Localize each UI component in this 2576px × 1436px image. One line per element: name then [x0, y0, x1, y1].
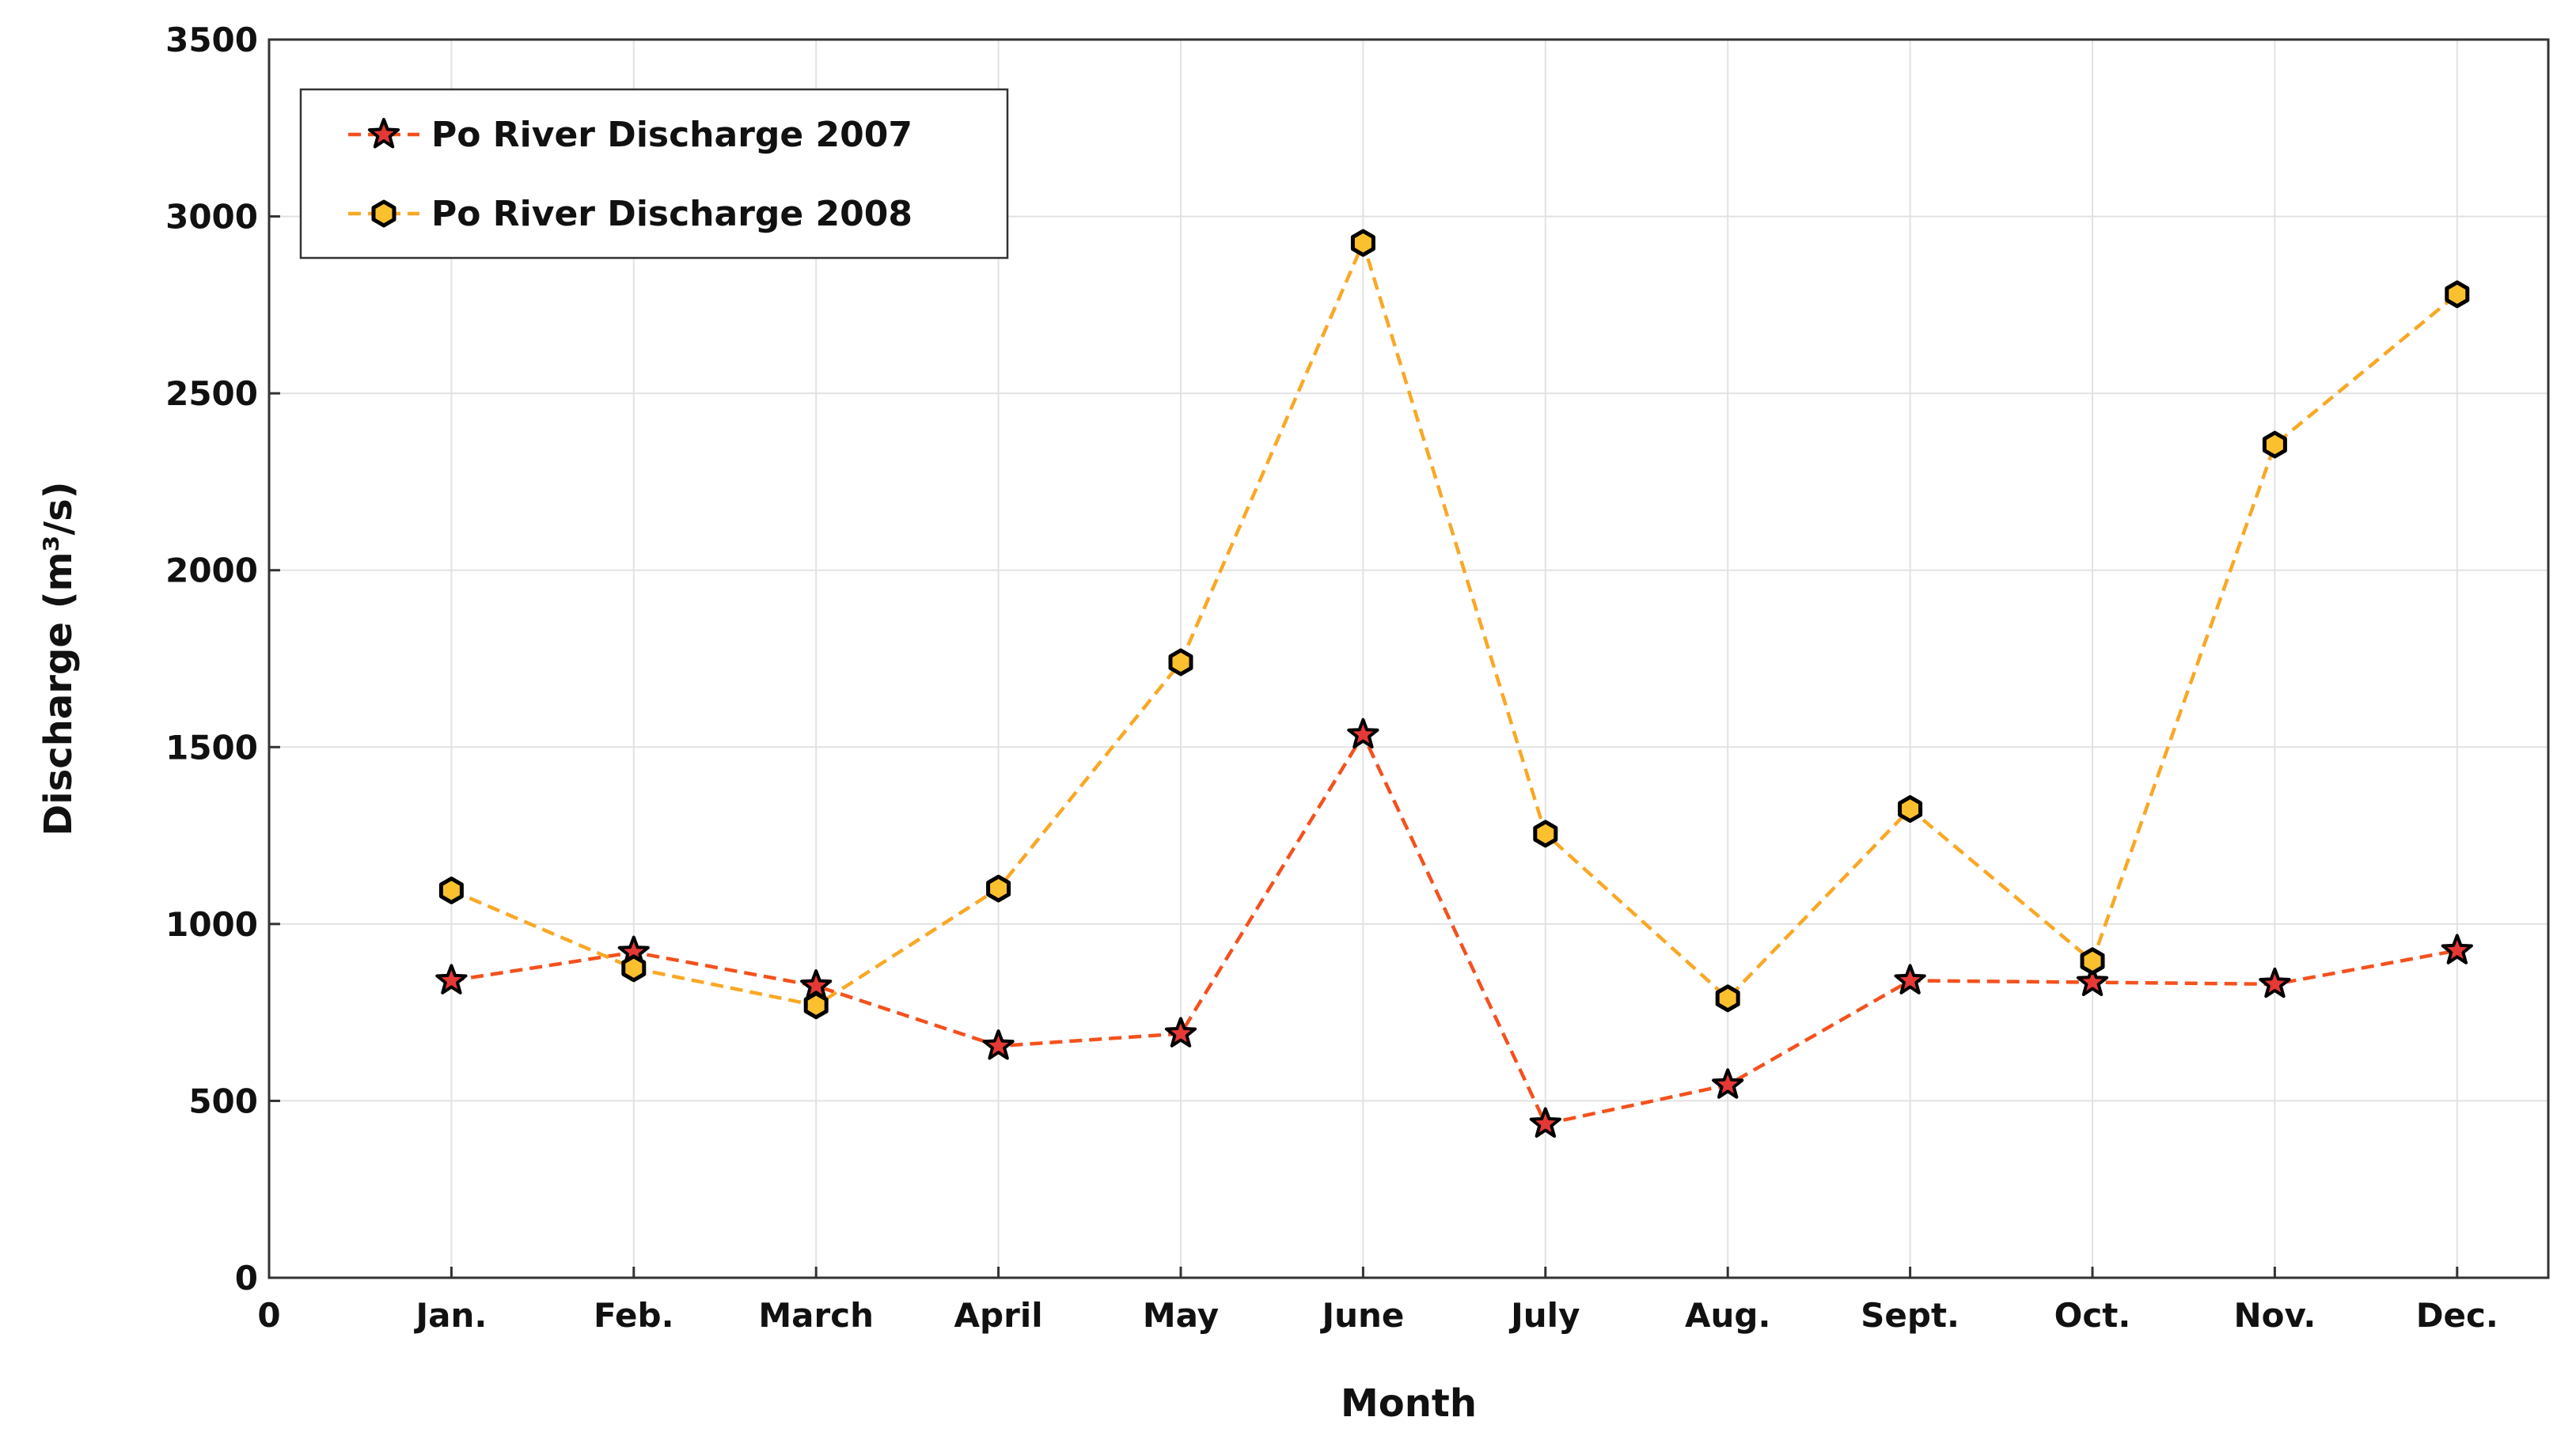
data-point [2441, 934, 2473, 964]
legend-label: Po River Discharge 2007 [431, 115, 912, 155]
data-point [2080, 947, 2105, 976]
data-point [1712, 1068, 1744, 1099]
x-tick-label: Jan. [413, 1296, 487, 1335]
y-tick-label: 3000 [165, 198, 258, 237]
x-tick-label: May [1143, 1296, 1219, 1335]
series-layer [435, 229, 2473, 1138]
series-line [450, 237, 2459, 1008]
y-tick-label: 2000 [165, 551, 258, 590]
legend-marker [371, 199, 396, 228]
x-tick-label: 0 [257, 1296, 280, 1335]
data-point [803, 991, 829, 1020]
series-2 [438, 229, 2470, 1020]
x-axis-ticks: 0 Jan. Feb. March April May June July Aug. Sept. O… [257, 1267, 2498, 1335]
data-point [1347, 718, 1379, 748]
data-point [435, 964, 468, 995]
legend-box [299, 88, 1009, 260]
data-point [1533, 820, 1558, 848]
x-tick-label: Oct. [2054, 1296, 2131, 1335]
legend-label: Po River Discharge 2008 [431, 194, 912, 234]
data-point [982, 1029, 1015, 1060]
y-tick-label: 500 [188, 1082, 258, 1120]
y-tick-label: 0 [235, 1259, 258, 1298]
data-point [1894, 964, 1926, 995]
legend-marker [367, 118, 400, 149]
y-tick-label: 1500 [165, 728, 258, 767]
data-point [1898, 795, 1923, 823]
x-tick-label: Sept. [1861, 1296, 1960, 1335]
data-point [1350, 229, 1375, 257]
series-1 [435, 718, 2473, 1138]
data-point [438, 876, 464, 904]
data-point [1164, 1017, 1197, 1048]
y-axis-ticks: 0 500 1000 1500 2000 2500 3000 3500 [165, 21, 280, 1298]
data-point [2262, 430, 2287, 459]
x-tick-label: Dec. [2416, 1296, 2498, 1335]
series-line [451, 730, 2458, 1127]
y-tick-label: 1000 [165, 905, 258, 944]
x-tick-label: March [758, 1296, 874, 1335]
data-point [2259, 967, 2291, 998]
y-tick-label: 3500 [165, 21, 258, 59]
y-axis-label: Discharge (m³/s) [36, 481, 81, 835]
y-tick-label: 2500 [165, 374, 258, 413]
data-point [986, 874, 1011, 903]
x-tick-label: July [1508, 1296, 1580, 1335]
x-tick-label: Aug. [1685, 1296, 1770, 1335]
data-point [1168, 648, 1193, 676]
x-axis-label: Month [1341, 1381, 1477, 1426]
plot-area [267, 38, 2550, 1279]
x-tick-label: June [1319, 1296, 1404, 1335]
data-point [1529, 1107, 1561, 1138]
x-tick-label: Nov. [2233, 1296, 2316, 1335]
data-point [1715, 984, 1740, 1013]
legend: Po River Discharge 2007 Po River Discharg… [299, 88, 1009, 260]
data-point [2076, 965, 2109, 996]
x-tick-label: April [954, 1296, 1043, 1335]
data-point [2445, 280, 2470, 309]
x-tick-label: Feb. [594, 1296, 674, 1335]
data-point [621, 954, 647, 983]
